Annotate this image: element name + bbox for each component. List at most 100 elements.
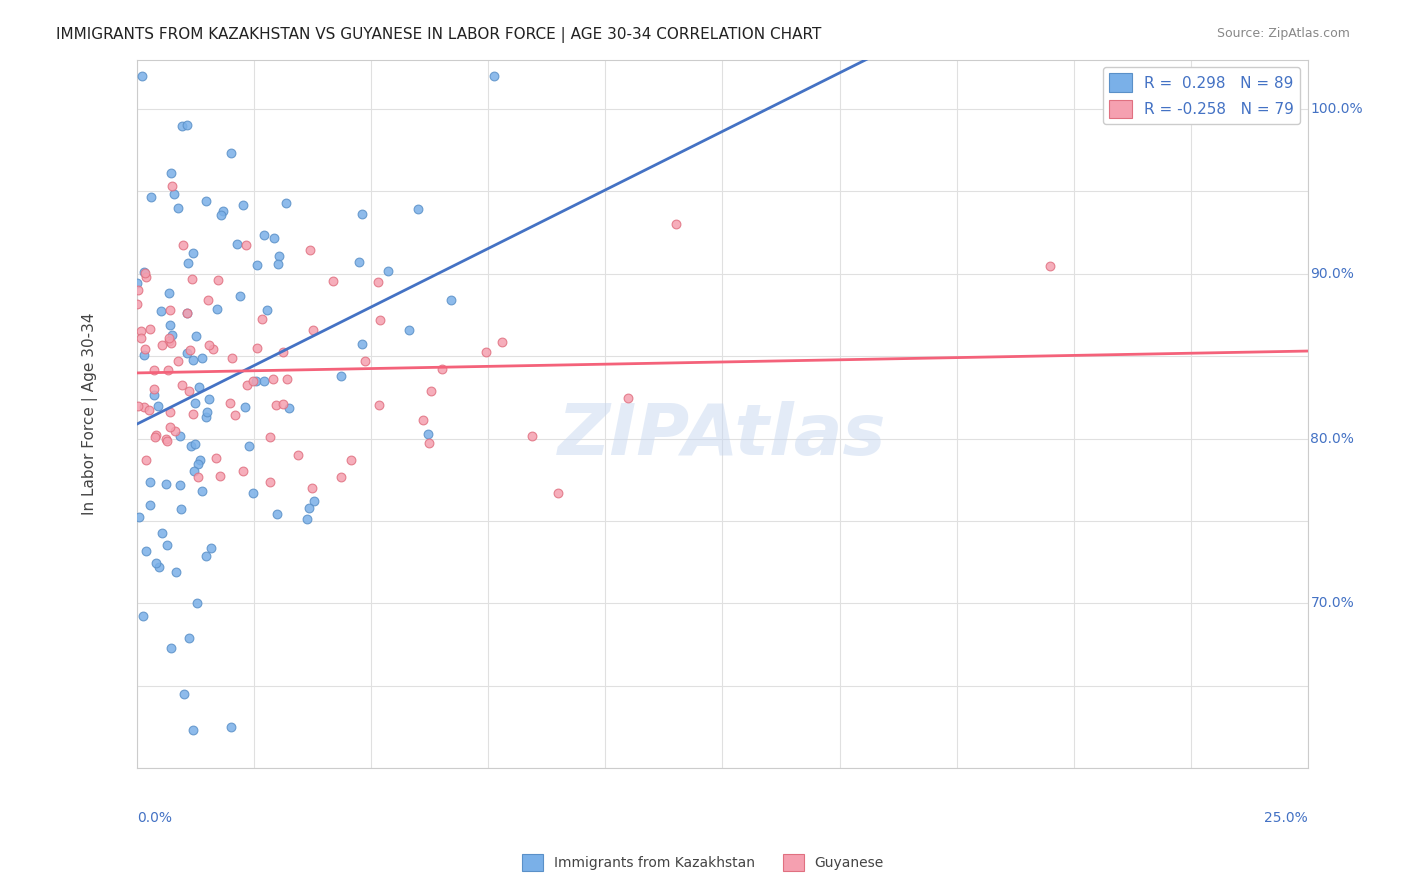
Point bbox=[271, 397, 294, 411]
Point bbox=[330, 368, 353, 383]
Point bbox=[150, 338, 173, 352]
Point bbox=[256, 302, 278, 317]
Point bbox=[195, 405, 218, 419]
Point bbox=[232, 464, 254, 478]
Point bbox=[191, 351, 214, 365]
Point bbox=[287, 449, 309, 463]
Point bbox=[267, 249, 290, 263]
Point bbox=[212, 203, 235, 218]
Point bbox=[134, 342, 156, 356]
Point bbox=[191, 483, 214, 498]
Point bbox=[340, 452, 363, 467]
Point bbox=[186, 596, 208, 610]
Point bbox=[159, 405, 181, 419]
Point bbox=[297, 512, 319, 526]
Point bbox=[367, 276, 389, 290]
Legend: Immigrants from Kazakhstan, Guyanese: Immigrants from Kazakhstan, Guyanese bbox=[516, 848, 890, 876]
Point bbox=[184, 436, 207, 450]
Point bbox=[430, 362, 453, 376]
Text: 0.0%: 0.0% bbox=[136, 811, 172, 825]
Point bbox=[301, 482, 323, 496]
Point bbox=[197, 293, 219, 307]
Point bbox=[148, 560, 170, 574]
Point bbox=[170, 120, 193, 134]
Point bbox=[128, 510, 150, 524]
Point bbox=[274, 196, 297, 211]
Text: In Labor Force | Age 30-34: In Labor Force | Age 30-34 bbox=[82, 313, 98, 516]
Point bbox=[1039, 259, 1062, 273]
Point bbox=[253, 227, 276, 242]
Point bbox=[547, 486, 569, 500]
Point bbox=[181, 723, 204, 737]
Point bbox=[156, 434, 179, 449]
Text: Source: ZipAtlas.com: Source: ZipAtlas.com bbox=[1216, 27, 1350, 40]
Point bbox=[148, 399, 170, 413]
Point bbox=[127, 399, 149, 413]
Point bbox=[209, 208, 232, 222]
Point bbox=[209, 468, 232, 483]
Point bbox=[276, 372, 298, 386]
Point bbox=[298, 500, 321, 515]
Point bbox=[350, 337, 373, 351]
Point bbox=[259, 475, 281, 490]
Point bbox=[142, 388, 165, 402]
Point bbox=[197, 337, 219, 351]
Point bbox=[440, 293, 463, 307]
Point bbox=[242, 486, 264, 500]
Point bbox=[177, 256, 200, 270]
Point bbox=[188, 453, 211, 467]
Point bbox=[160, 335, 183, 350]
Point bbox=[302, 494, 325, 508]
Point bbox=[235, 237, 257, 252]
Point bbox=[233, 401, 256, 415]
Point bbox=[159, 318, 181, 333]
Point bbox=[135, 269, 157, 284]
Point bbox=[156, 538, 179, 552]
Point bbox=[145, 557, 167, 571]
Point bbox=[157, 334, 180, 348]
Point bbox=[246, 258, 269, 272]
Text: 25.0%: 25.0% bbox=[1264, 811, 1308, 825]
Point bbox=[262, 372, 284, 386]
Point bbox=[157, 363, 180, 377]
Point bbox=[271, 344, 294, 359]
Point bbox=[252, 374, 274, 388]
Point bbox=[195, 194, 218, 209]
Point bbox=[160, 641, 183, 656]
Point bbox=[160, 166, 183, 180]
Point bbox=[176, 306, 198, 320]
Point bbox=[155, 477, 177, 491]
Point bbox=[221, 351, 243, 366]
Point bbox=[187, 457, 209, 471]
Point bbox=[163, 424, 186, 438]
Point bbox=[160, 328, 183, 343]
Text: 100.0%: 100.0% bbox=[1310, 102, 1362, 116]
Point bbox=[322, 274, 344, 288]
Point bbox=[250, 312, 273, 326]
Point bbox=[665, 218, 688, 232]
Point bbox=[138, 403, 160, 417]
Point bbox=[157, 285, 180, 300]
Point bbox=[266, 507, 288, 521]
Point bbox=[150, 304, 173, 318]
Point bbox=[132, 609, 155, 624]
Point bbox=[219, 145, 242, 160]
Point bbox=[474, 344, 496, 359]
Point bbox=[368, 313, 391, 327]
Point bbox=[129, 331, 152, 345]
Point bbox=[302, 323, 325, 337]
Point bbox=[226, 236, 249, 251]
Point bbox=[205, 450, 228, 465]
Legend: R =  0.298   N = 89, R = -0.258   N = 79: R = 0.298 N = 89, R = -0.258 N = 79 bbox=[1104, 67, 1301, 124]
Point bbox=[159, 419, 181, 434]
Point bbox=[267, 256, 290, 270]
Point bbox=[176, 118, 198, 132]
Point bbox=[219, 720, 242, 734]
Point bbox=[125, 276, 148, 290]
Point bbox=[139, 321, 162, 335]
Point bbox=[418, 426, 440, 441]
Point bbox=[132, 348, 155, 362]
Text: 90.0%: 90.0% bbox=[1310, 267, 1354, 281]
Point bbox=[484, 69, 506, 83]
Point bbox=[180, 438, 202, 452]
